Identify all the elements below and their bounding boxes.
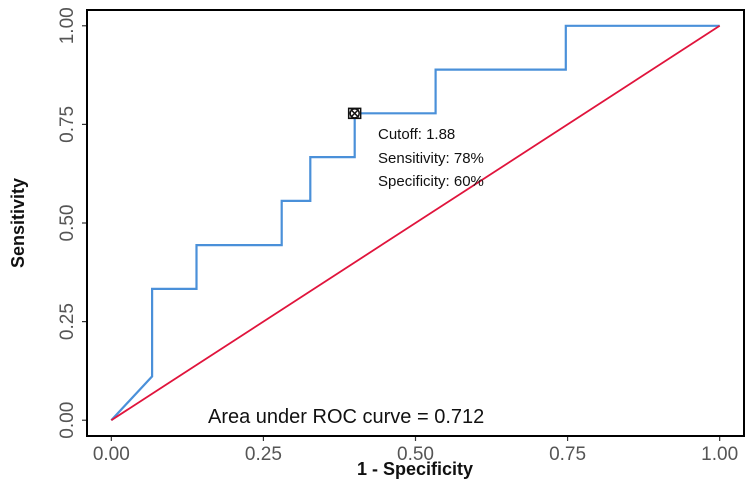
series-layer <box>110 24 721 421</box>
annotation-sensitivity: Sensitivity: 78% <box>378 150 484 167</box>
y-tick-label: 0.75 <box>57 106 78 143</box>
annotation-specificity: Specificity: 60% <box>378 173 484 190</box>
cutoff-marker-cross <box>350 108 360 118</box>
roc-curve-line <box>110 24 720 421</box>
x-tick-labels: 0.00 0.25 0.50 0.75 1.00 <box>93 444 738 465</box>
y-tick-labels: 0.00 0.25 0.50 0.75 1.00 <box>57 7 78 438</box>
plot-border <box>86 9 745 437</box>
x-tick-label: 0.25 <box>245 444 282 465</box>
y-tick-label: 1.00 <box>57 7 78 44</box>
annotation-cutoff: Cutoff: 1.88 <box>378 126 455 143</box>
x-tick-label: 0.00 <box>93 444 130 465</box>
x-tick-label: 0.75 <box>549 444 586 465</box>
y-tick-label: 0.25 <box>57 303 78 340</box>
y-tick-label: 0.50 <box>57 205 78 242</box>
y-axis-title: Sensitivity <box>8 178 28 268</box>
x-tick-label: 0.50 <box>397 444 434 465</box>
x-tick-label: 1.00 <box>701 444 738 465</box>
annotation-auc: Area under ROC curve = 0.712 <box>208 406 484 428</box>
x-axis-title: 1 - Specificity <box>357 459 473 479</box>
reference-diagonal-line <box>110 25 721 421</box>
cutoff-marker-circle <box>349 108 360 119</box>
y-tick-label: 0.00 <box>57 402 78 439</box>
cutoff-point-marker <box>347 107 362 120</box>
